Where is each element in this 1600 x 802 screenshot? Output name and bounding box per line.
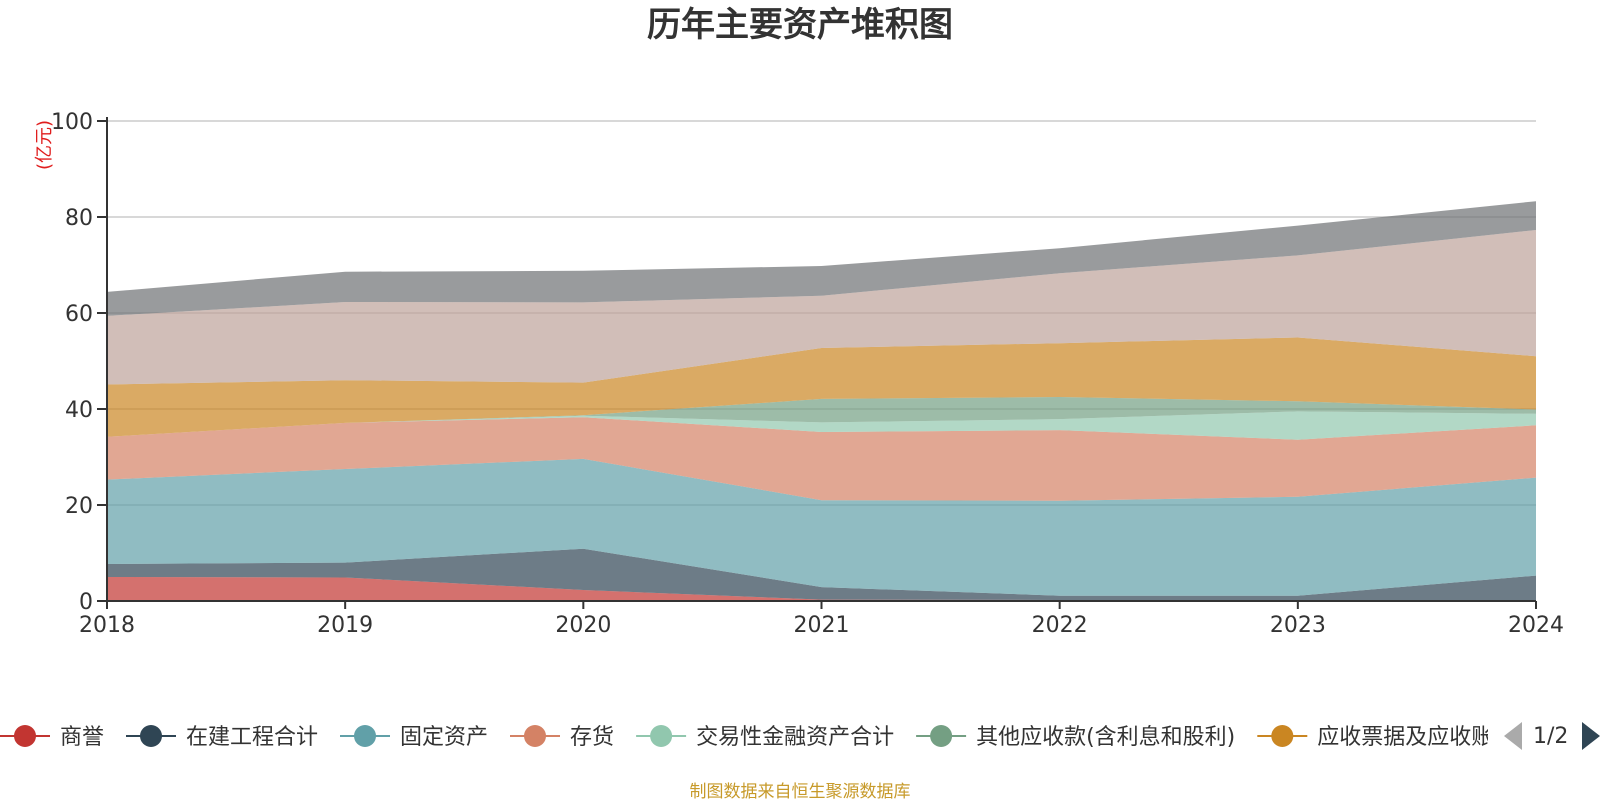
legend-marker-icon (140, 725, 162, 747)
series-area-5 (107, 397, 1536, 437)
legend-label: 固定资产 (400, 725, 488, 750)
legend-marker-icon (524, 725, 546, 747)
legend-marker-icon (930, 725, 953, 747)
legend-marker-icon (1271, 725, 1294, 747)
y-axis-unit-label: (亿元) (34, 120, 55, 170)
y-tick-label: 20 (65, 494, 93, 519)
x-tick-label: 2023 (1270, 613, 1326, 638)
series-area-4 (107, 411, 1536, 440)
chart-title: 历年主要资产堆积图 (647, 5, 953, 45)
legend-item[interactable]: 商誉 (0, 725, 104, 750)
y-tick-label: 60 (65, 302, 93, 327)
legend-label: 交易性金融资产合计 (696, 725, 894, 750)
legend-item[interactable]: 存货 (510, 725, 614, 750)
legend: 商誉 在建工程合计 固定资产 存货 交易性金融资产合计 其他应收款(含利息和股利) 应收票据… (0, 725, 1515, 750)
x-tick-label: 2019 (317, 613, 373, 638)
series-area-6 (107, 337, 1536, 437)
legend-label: 存货 (570, 725, 614, 750)
legend-next-page-icon[interactable] (1582, 722, 1600, 750)
y-tick-label: 0 (79, 590, 93, 615)
legend-label: 在建工程合计 (186, 725, 318, 750)
x-tick-label: 2022 (1032, 613, 1088, 638)
legend-label: 应收票据及应收账款 (1317, 725, 1515, 750)
legend-item[interactable]: 在建工程合计 (126, 725, 318, 750)
series-area-2 (107, 458, 1536, 596)
legend-marker-icon (354, 725, 376, 747)
legend-item[interactable]: 其他应收款(含利息和股利) (916, 725, 1235, 750)
x-tick-label: 2020 (555, 613, 611, 638)
series-area-8 (107, 201, 1536, 316)
legend-label: 其他应收款(含利息和股利) (976, 725, 1235, 750)
x-tick-label: 2021 (794, 613, 850, 638)
legend-item[interactable]: 交易性金融资产合计 (636, 725, 894, 750)
source-note: 制图数据来自恒生聚源数据库 (689, 782, 911, 802)
x-tick-label: 2018 (79, 613, 135, 638)
x-tick-label: 2024 (1508, 613, 1564, 638)
series-area-3 (107, 417, 1536, 501)
legend-marker-icon (14, 725, 36, 747)
legend-label: 商誉 (60, 725, 104, 750)
legend-prev-page-icon[interactable] (1504, 722, 1522, 750)
series-area-0 (107, 577, 1536, 601)
legend-item[interactable]: 应收票据及应收账款 (1257, 725, 1515, 750)
legend-marker-icon (650, 725, 673, 747)
legend-page-indicator: 1/2 (1533, 724, 1568, 749)
series-area-1 (107, 548, 1536, 600)
y-tick-label: 40 (65, 398, 93, 423)
series-area-7 (107, 230, 1536, 385)
y-tick-label: 100 (51, 110, 93, 135)
legend-item[interactable]: 固定资产 (340, 725, 488, 750)
y-tick-label: 80 (65, 206, 93, 231)
